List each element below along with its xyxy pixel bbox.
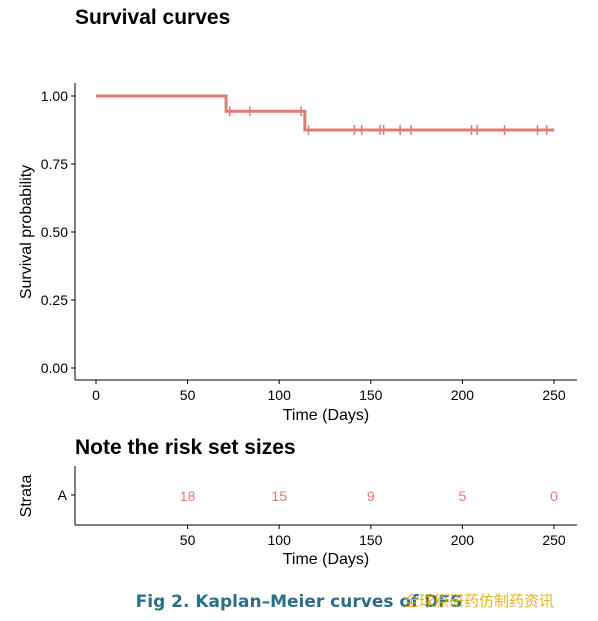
- survival-curve-panel: Survival curves 0.00 0.25 0.50 0.75 1.00 0 50 10…: [18, 6, 577, 424]
- y-tick-label: 0.25: [41, 292, 68, 308]
- risk-count-label: 5: [459, 488, 467, 504]
- y-tick-label: 0.75: [41, 156, 68, 172]
- y-axis-label: Survival probability: [18, 165, 35, 299]
- chart-title: Survival curves: [75, 6, 230, 29]
- survival-curve-line: [96, 94, 554, 132]
- x-tick-label: 250: [542, 387, 566, 403]
- risk-table-title: Note the risk set sizes: [75, 436, 296, 459]
- risk-x-axis-label: Time (Days): [283, 551, 370, 568]
- risk-count-label: 0: [550, 488, 558, 504]
- x-tick-label: 0: [92, 387, 100, 403]
- figure-caption: Fig 2. Kaplan–Meier curves of DFS: [135, 592, 463, 612]
- risk-count-label: 9: [367, 488, 375, 504]
- x-tick-label: 200: [451, 387, 475, 403]
- y-tick-label: 0.50: [41, 224, 68, 240]
- risk-count-label: 18: [180, 488, 196, 504]
- y-tick-label: 1.00: [41, 88, 68, 104]
- watermark-text: 全球原研药仿制药资讯: [404, 592, 555, 610]
- x-tick-label: 100: [268, 387, 292, 403]
- x-tick-label: 50: [180, 387, 196, 403]
- strata-label: A: [58, 487, 68, 503]
- risk-x-tick-label: 150: [359, 532, 383, 548]
- risk-x-tick-label: 250: [542, 532, 566, 548]
- x-axis-label: Time (Days): [283, 407, 370, 424]
- y-tick-label: 0.00: [41, 360, 68, 376]
- risk-x-tick-label: 100: [268, 532, 292, 548]
- risk-x-tick-label: 200: [451, 532, 475, 548]
- x-tick-label: 150: [359, 387, 383, 403]
- risk-count-label: 15: [271, 488, 287, 504]
- risk-y-axis-label: Strata: [18, 475, 35, 518]
- risk-x-tick-label: 50: [180, 532, 196, 548]
